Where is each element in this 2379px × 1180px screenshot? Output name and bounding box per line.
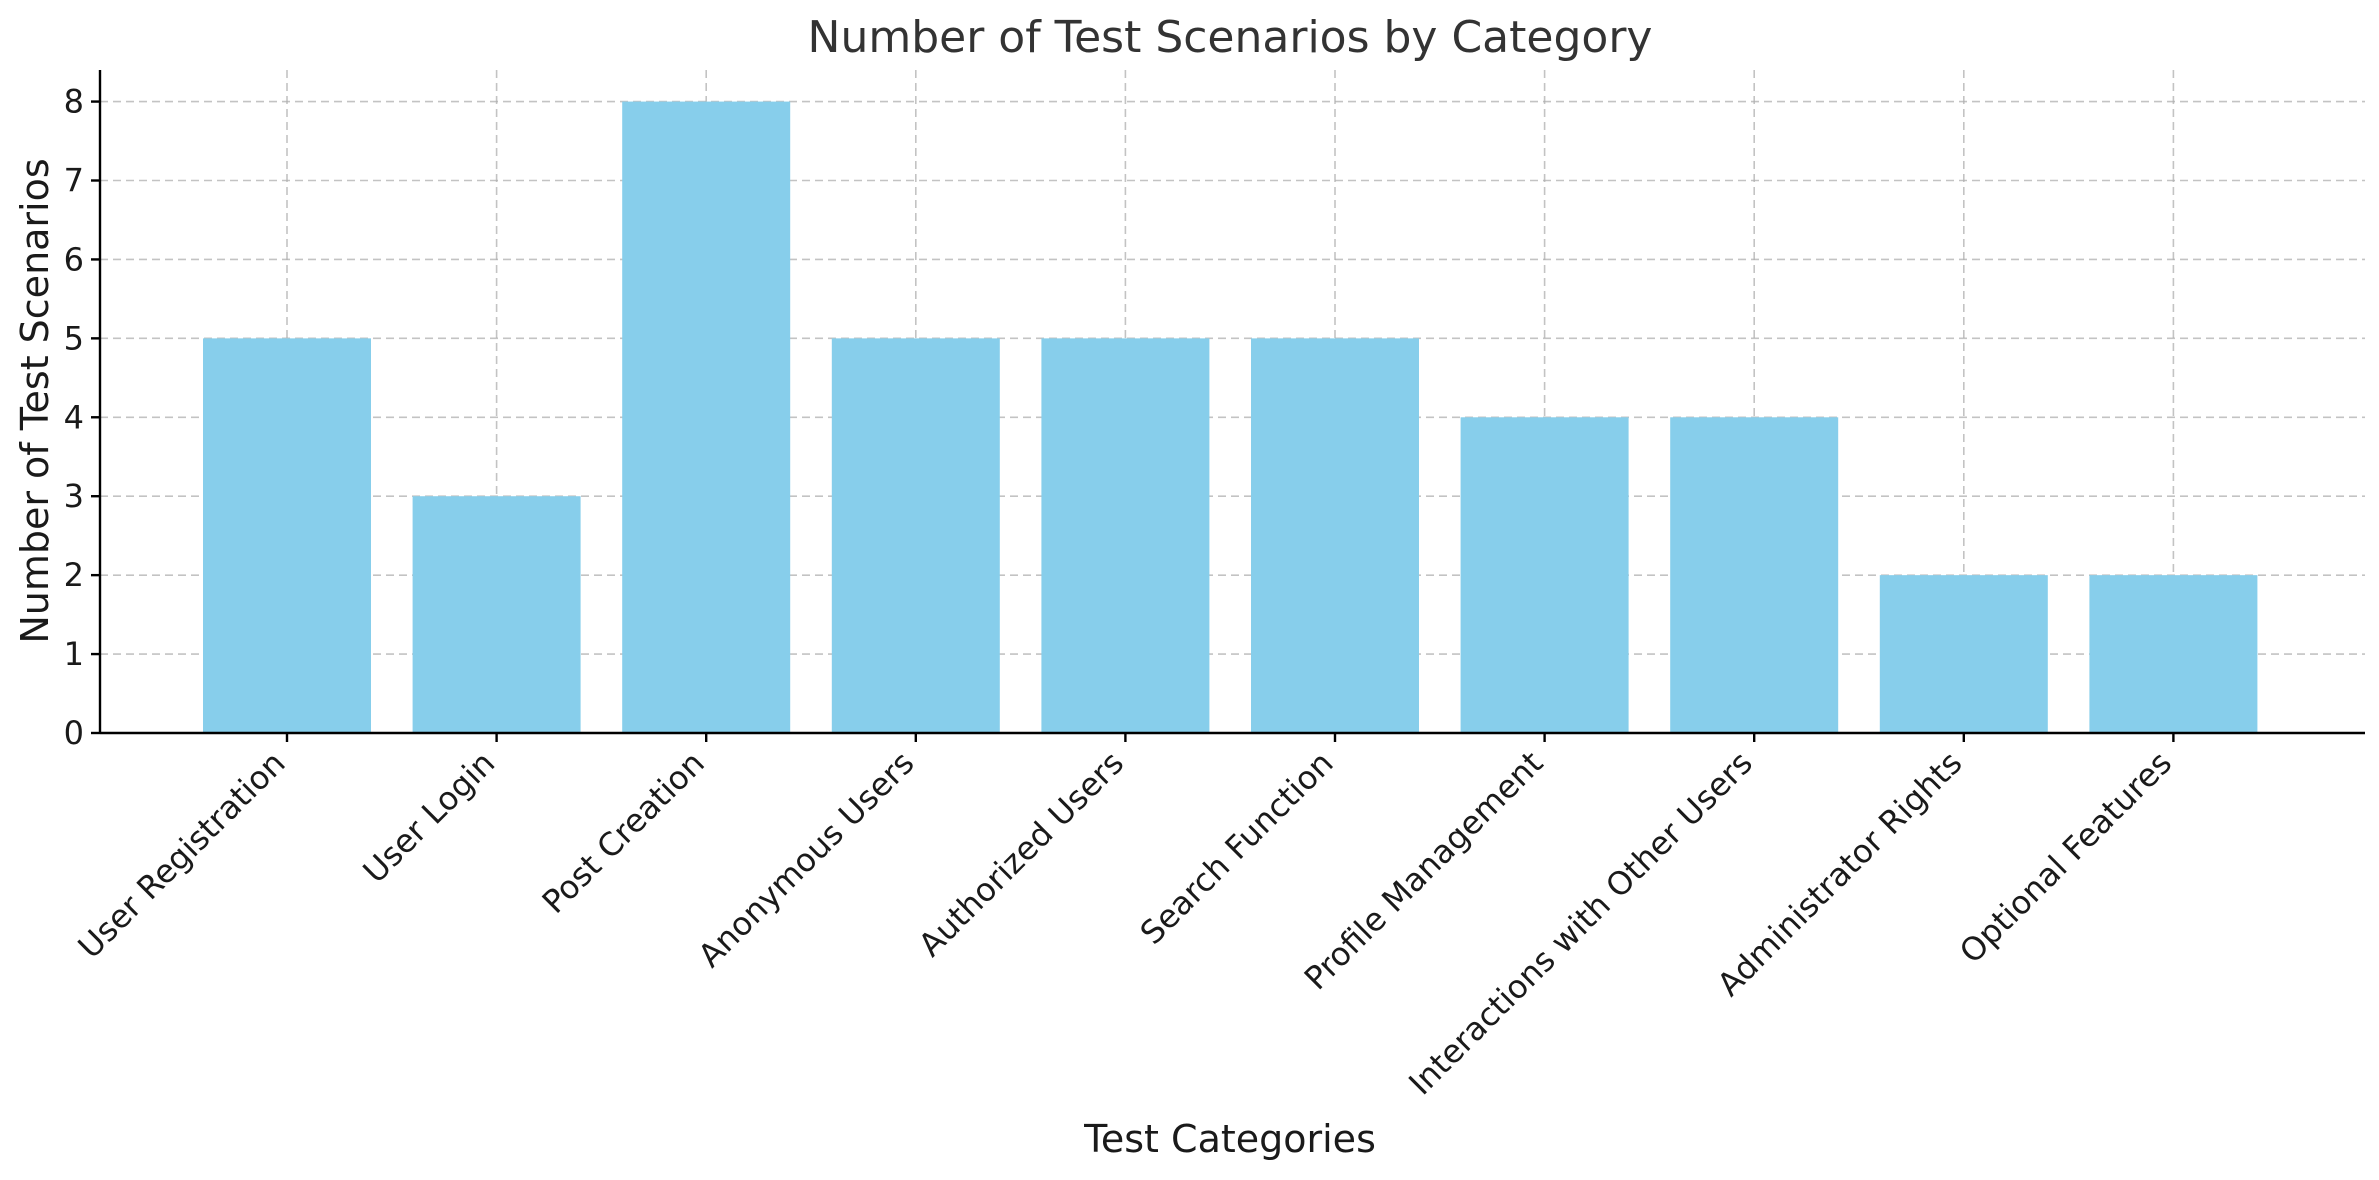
bar <box>1879 575 2048 733</box>
chart-title: Number of Test Scenarios by Category <box>808 12 1653 63</box>
x-axis-ticks: User Registration User Login Post Creation… <box>71 733 2179 1102</box>
bar <box>1460 417 1629 733</box>
bar <box>831 338 1000 733</box>
x-tick-label: Administrator Rights <box>1710 744 1970 1004</box>
y-tick-label: 0 <box>64 714 84 752</box>
y-tick-label: 4 <box>64 398 84 436</box>
bar <box>1251 338 1419 733</box>
y-tick-label: 7 <box>64 162 84 200</box>
x-tick-label: Profile Management <box>1297 744 1550 997</box>
bar <box>622 101 791 734</box>
bar <box>1041 338 1210 733</box>
bar <box>1670 417 1839 733</box>
bar <box>203 338 371 733</box>
y-axis-title: Number of Test Scenarios <box>13 158 57 643</box>
y-tick-label: 3 <box>64 477 84 515</box>
y-tick-label: 2 <box>64 556 84 594</box>
x-axis-title: Test Categories <box>1083 1117 1376 1161</box>
x-tick-label: Search Function <box>1133 744 1341 952</box>
bar <box>412 496 581 733</box>
x-tick-label: Optional Features <box>1952 744 2179 971</box>
x-tick-label: Interactions with Other Users <box>1401 744 1760 1103</box>
bars <box>203 101 2258 734</box>
x-tick-label: Post Creation <box>535 744 712 921</box>
x-tick-label: Authorized Users <box>911 744 1131 964</box>
x-tick-label: Anonymous Users <box>691 744 922 975</box>
y-tick-label: 6 <box>64 240 84 278</box>
y-tick-label: 8 <box>64 83 84 121</box>
y-tick-label: 5 <box>64 319 84 357</box>
bar <box>2089 575 2258 733</box>
x-tick-label: User Login <box>356 744 503 891</box>
y-tick-label: 1 <box>64 635 84 673</box>
x-tick-label: User Registration <box>71 744 293 966</box>
y-axis-ticks: 0 1 2 3 4 5 6 7 8 <box>64 83 100 752</box>
